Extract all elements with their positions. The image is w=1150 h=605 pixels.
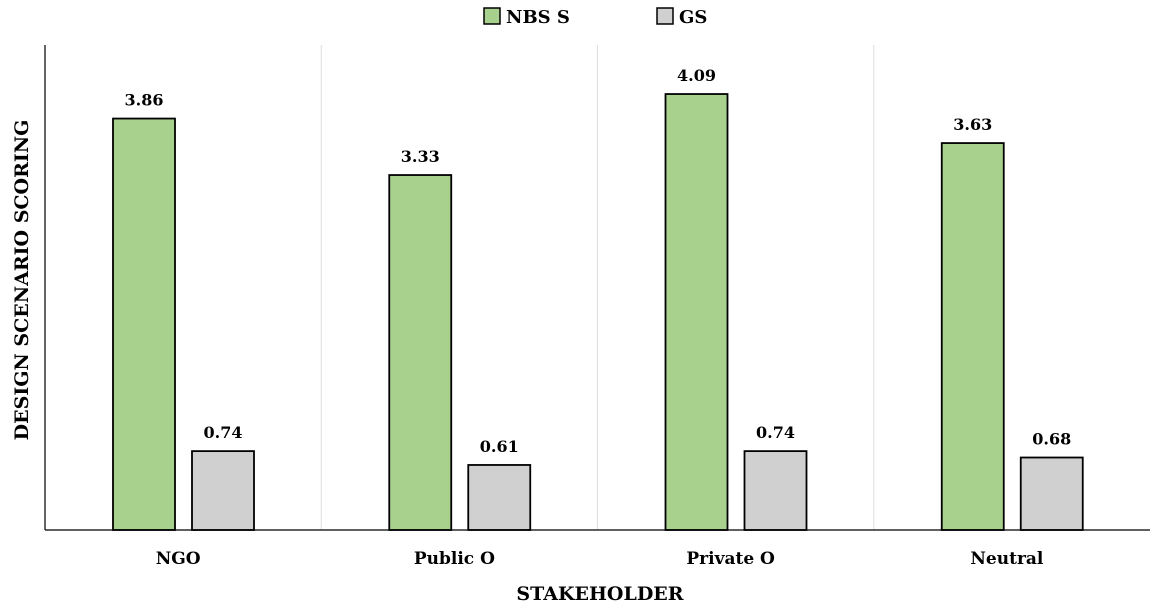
category-separators [320,45,875,530]
bar-gs-ngo [191,450,255,531]
legend: NBS S GS [483,7,707,28]
bar-nbs-s-ngo [112,117,176,531]
legend-label: GS [679,7,707,28]
data-labels-group: 3.86 3.33 4.09 3.63 0.74 0.61 0.74 0.68 [125,66,1072,456]
x-axis-title: STAKEHOLDER [516,583,683,605]
x-tick-labels: NGO Public O Private O Neutral [156,549,1044,569]
data-label: 0.74 [756,423,795,442]
bar-gs-neutral [1019,456,1084,531]
data-label: 4.09 [677,66,716,85]
data-label: 3.86 [125,91,164,110]
data-label: 0.74 [204,423,243,442]
legend-swatch [483,7,501,25]
data-label: 0.61 [480,437,519,456]
x-tick-label: Private O [686,549,775,569]
x-tick-label: NGO [156,549,201,569]
legend-label: NBS S [506,7,570,28]
x-tick-label: Neutral [970,549,1044,569]
bar-gs-private-o [743,450,808,531]
data-label: 3.63 [953,115,992,134]
y-axis-title: DESIGN SCENARIO SCORING [11,120,33,441]
data-label: 3.33 [401,147,440,166]
legend-swatch [656,7,674,25]
bar-nbs-s-neutral [940,142,1005,531]
data-label: 0.68 [1032,430,1071,449]
x-tick-label: Public O [414,549,495,569]
bars-group [112,93,1084,531]
bar-nbs-s-private-o [664,93,729,531]
bar-nbs-s-public-o [388,174,453,531]
bar-gs-public-o [467,464,532,531]
